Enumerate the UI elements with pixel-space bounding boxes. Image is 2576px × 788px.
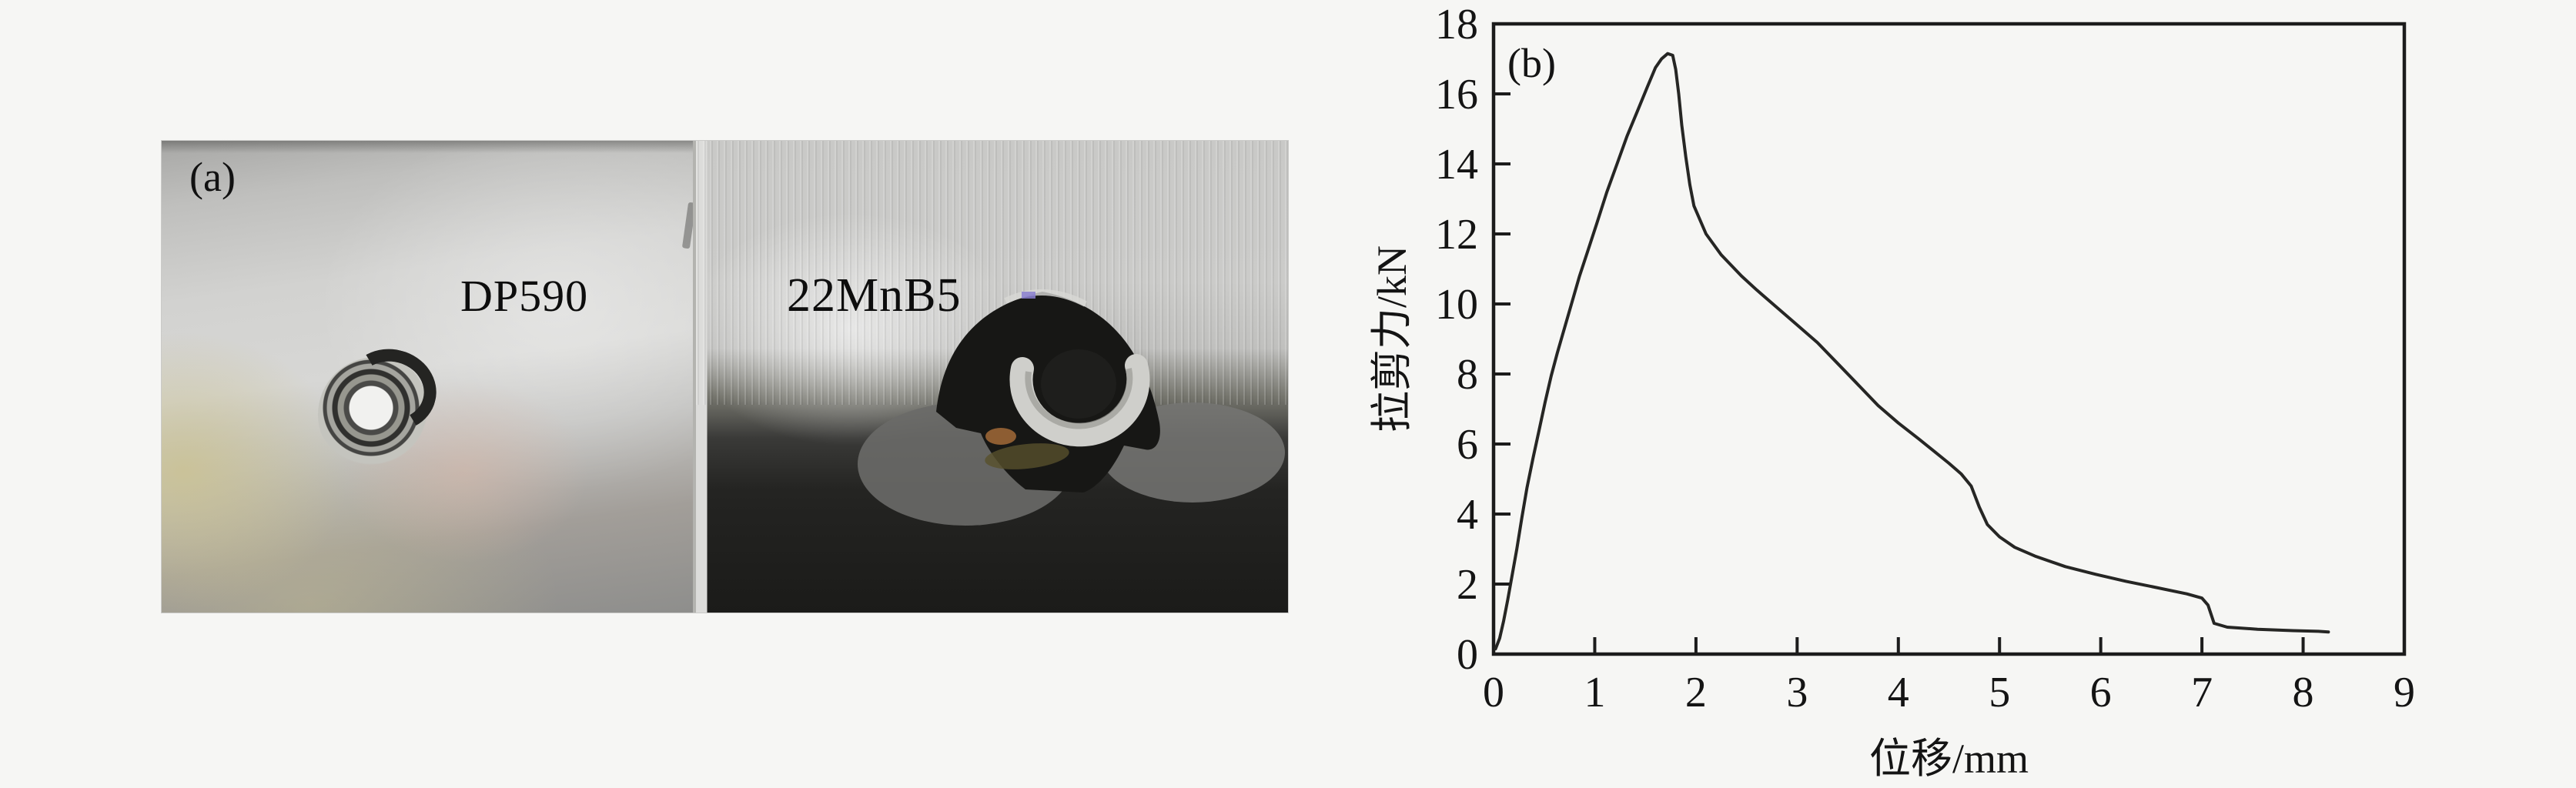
- y-tick-label: 10: [1435, 281, 1478, 329]
- x-tick-label: 4: [1888, 669, 1909, 716]
- y-tick-label: 18: [1435, 1, 1478, 48]
- rust-patch: [985, 428, 1016, 445]
- x-tick-label: 0: [1483, 669, 1504, 716]
- x-tick-label: 1: [1584, 669, 1605, 716]
- x-axis-title: 位移/mm: [1869, 736, 2029, 782]
- plot-frame: [1491, 22, 2407, 656]
- purple-glint: [1022, 292, 1035, 299]
- hole-center: [1041, 349, 1116, 419]
- y-axis-title: 拉剪力/kN: [1369, 245, 1415, 432]
- y-tick-label: 6: [1457, 421, 1478, 469]
- y-tick-label: 2: [1457, 561, 1478, 609]
- 22mnb5-label: 22MnB5: [787, 269, 962, 322]
- x-tick-label: 9: [2394, 669, 2415, 716]
- specimen-photo: (a) DP590 22MnB5: [162, 141, 1288, 613]
- y-tick-label: 0: [1457, 631, 1478, 679]
- y-tick-label: 16: [1435, 71, 1478, 119]
- rivet-rim-highlight: [1004, 289, 1087, 307]
- x-tick-label: 8: [2293, 669, 2314, 716]
- specimen-22mnb5-panel: 22MnB5: [696, 141, 1288, 613]
- panel-b-label: (b): [1507, 40, 1556, 86]
- x-tick-label: 2: [1685, 669, 1707, 716]
- x-tick-label: 5: [1989, 669, 2010, 716]
- fracture-ring-shading: [1025, 368, 1133, 429]
- x-tick-label: 3: [1786, 669, 1808, 716]
- rivet-button: [318, 357, 433, 472]
- dp590-label: DP590: [460, 271, 589, 321]
- specimen-dp590-panel: (a) DP590: [162, 141, 696, 613]
- panel-a-label: (a): [189, 154, 236, 200]
- x-tick-label: 7: [2191, 669, 2213, 716]
- y-tick-label: 8: [1457, 351, 1478, 399]
- y-tick-label: 4: [1457, 491, 1478, 539]
- olive-streak: [985, 443, 1069, 469]
- torn-nugget-graphic: [858, 289, 1285, 526]
- y-tick-label: 14: [1435, 141, 1478, 189]
- x-tick-label: 6: [2090, 669, 2112, 716]
- force-displacement-curve: [1494, 52, 2330, 651]
- y-tick-label: 12: [1435, 211, 1478, 259]
- bright-fracture-ring: [1009, 354, 1150, 447]
